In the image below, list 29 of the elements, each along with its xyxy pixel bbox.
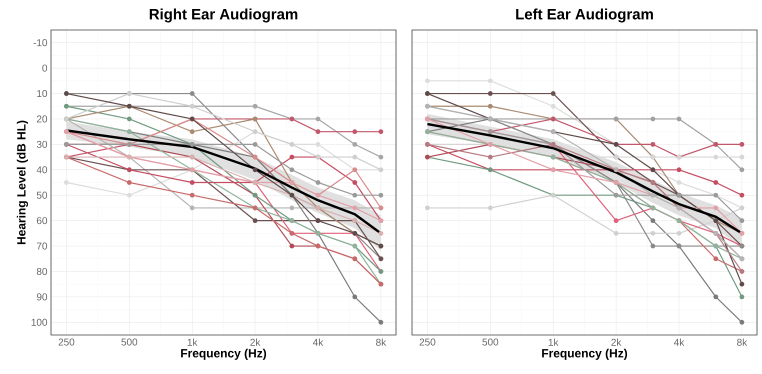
y-tick-label: 80 (36, 268, 48, 275)
x-axis-title: Frequency (Hz) (542, 348, 628, 360)
x-tick-label: 250 (420, 338, 436, 346)
x-tick-label: 500 (121, 338, 138, 346)
x-tick-label: 4k (674, 338, 684, 346)
x-tick-label: 2k (611, 338, 622, 346)
x-tick-label: 1k (548, 338, 558, 346)
x-tick-label: 8k (737, 338, 748, 346)
y-axis-title: Hearing Level (dB HL) (16, 120, 28, 244)
chart-title: Left Ear Audiogram (516, 8, 653, 22)
x-tick-label: 250 (58, 338, 74, 346)
x-tick-label: 4k (312, 338, 324, 346)
x-tick-label: 8k (376, 338, 386, 346)
y-tick-label: 100 (32, 318, 48, 326)
y-tick-label: 60 (36, 217, 48, 224)
y-tick-label: 90 (36, 293, 48, 300)
y-tick-label: 0 (42, 64, 48, 72)
y-tick-label: 10 (37, 90, 48, 98)
chart-title: Right Ear Audiogram (150, 8, 298, 22)
y-tick-label: 50 (36, 192, 48, 199)
x-axis-title: Frequency (Hz) (181, 348, 266, 360)
x-tick-label: 500 (482, 338, 498, 346)
y-tick-label: 20 (36, 115, 48, 122)
y-tick-label: 30 (36, 140, 48, 148)
y-tick-label: 70 (36, 242, 48, 250)
x-tick-label: 2k (250, 338, 260, 346)
y-tick-label: -10 (34, 39, 48, 46)
y-tick-label: 40 (36, 166, 48, 174)
x-tick-label: 1k (188, 338, 198, 346)
